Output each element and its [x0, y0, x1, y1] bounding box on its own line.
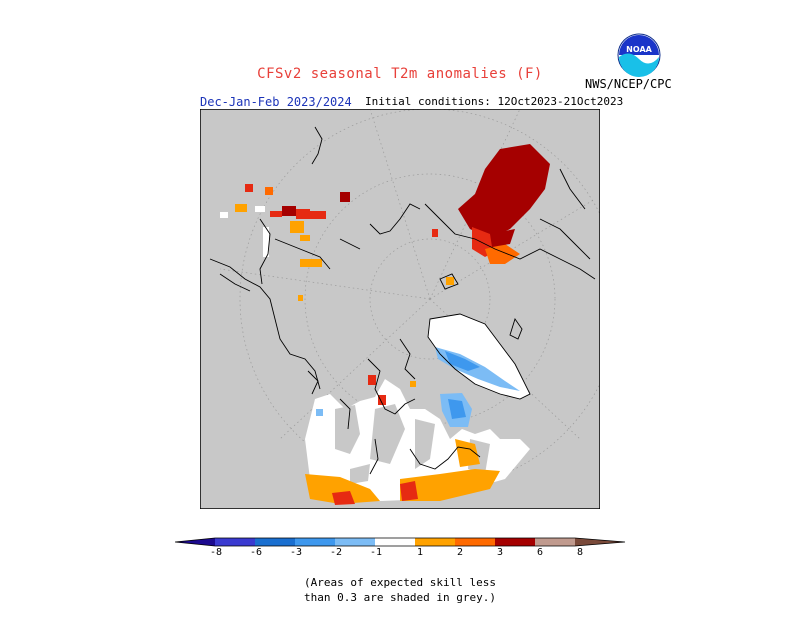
- colorbar-tick-label: -6: [249, 547, 263, 558]
- colorbar-segment-2-1: [335, 538, 375, 546]
- anomaly-map: [200, 109, 600, 509]
- colorbar-segment-2-3: [455, 538, 495, 546]
- skill-note: (Areas of expected skill less than 0.3 a…: [0, 575, 800, 605]
- skill-note-line-2: than 0.3 are shaded in grey.): [303, 591, 497, 604]
- colorbar-segment-6-3: [255, 538, 295, 546]
- coastlines: [209, 126, 596, 475]
- siberia-warm-anomalies: [458, 144, 550, 264]
- colorbar-tick-label: 6: [536, 547, 544, 558]
- skill-note-line-1: (Areas of expected skill less: [303, 576, 497, 589]
- chart-title: CFSv2 seasonal T2m anomalies (F): [257, 66, 543, 82]
- colorbar-tick-label: -1: [369, 547, 383, 558]
- noaa-logo: NOAA: [617, 33, 661, 77]
- colorbar-tick-label: -3: [289, 547, 303, 558]
- colorbar-segment-3-6: [495, 538, 535, 546]
- southern-warm-anomalies: [305, 439, 500, 505]
- colorbar-tick-label: 2: [456, 547, 464, 558]
- colorbar-tick-label: -2: [329, 547, 343, 558]
- colorbar-segment-8-6: [215, 538, 255, 546]
- colorbar-tick-label: 8: [576, 547, 584, 558]
- initial-conditions-label: Initial conditions: 12Oct2023-21Oct2023: [365, 95, 624, 108]
- colorbar-tick-label: -8: [209, 547, 223, 558]
- season-label: Dec-Jan-Feb 2023/2024: [200, 95, 352, 109]
- colorbar-tick-label: 1: [416, 547, 424, 558]
- colorbar-segment-3-2: [295, 538, 335, 546]
- colorbar-segment-lt-8: [175, 538, 215, 546]
- colorbar-tick-label: 3: [496, 547, 504, 558]
- colorbar-segment-1-2: [415, 538, 455, 546]
- greenland-cold-core: [445, 351, 480, 371]
- alaska-cold-spot: [316, 409, 323, 416]
- colorbar: [175, 537, 626, 547]
- colorbar-segment-gt-8: [575, 538, 625, 546]
- logo-text: NOAA: [626, 45, 652, 54]
- colorbar-outline: [175, 537, 626, 547]
- colorbar-segment-neutral: [375, 538, 415, 546]
- greenland-land: [428, 314, 530, 399]
- canada-cold-core: [448, 399, 466, 419]
- agency-label: NWS/NCEP/CPC: [585, 77, 672, 91]
- europe-warm-anomalies: [220, 184, 454, 405]
- colorbar-segment-6-8: [535, 538, 575, 546]
